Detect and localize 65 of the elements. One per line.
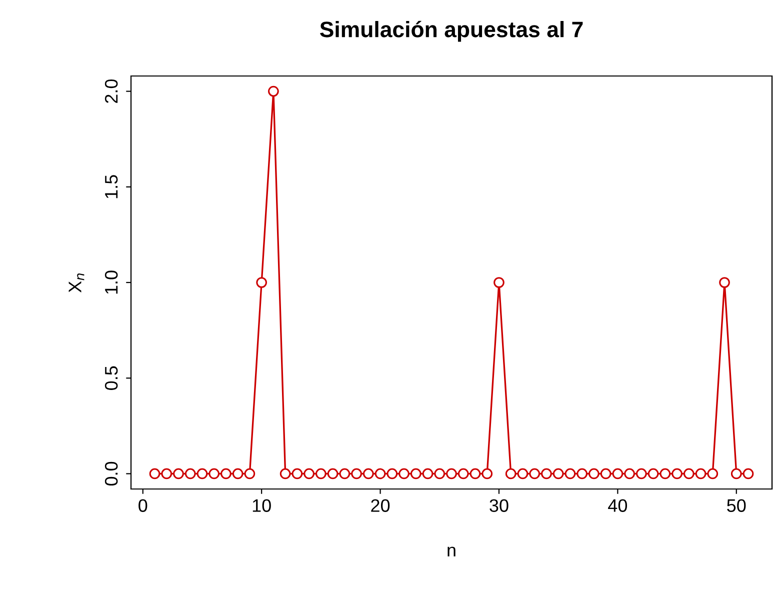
point <box>612 468 624 480</box>
point <box>161 468 172 480</box>
y-tick-label: 0.0 <box>104 462 118 486</box>
x-axis-title: n <box>448 546 456 556</box>
point <box>410 468 422 480</box>
point <box>173 468 184 480</box>
x-tick-label: 30 <box>490 499 508 512</box>
point <box>707 468 718 480</box>
point <box>386 468 398 480</box>
x-tick-label: 20 <box>371 499 390 512</box>
point <box>374 468 386 480</box>
point <box>316 468 326 480</box>
point <box>339 468 350 480</box>
point <box>505 468 516 480</box>
point <box>220 468 232 480</box>
point <box>695 468 706 480</box>
point <box>362 468 374 480</box>
point <box>683 468 694 480</box>
point <box>292 468 303 480</box>
point <box>576 468 588 480</box>
point <box>268 86 279 97</box>
y-tick-label: 1.5 <box>105 175 118 198</box>
point <box>434 468 446 480</box>
point <box>304 468 314 480</box>
point <box>541 468 552 480</box>
point <box>149 468 160 480</box>
point <box>256 277 267 288</box>
point <box>327 468 338 480</box>
point <box>280 468 291 480</box>
point <box>719 277 730 288</box>
y-tick-label: 0.5 <box>104 366 118 390</box>
x-tick-label: 0 <box>138 499 148 512</box>
point <box>600 468 612 480</box>
point <box>529 468 540 480</box>
point <box>742 468 754 480</box>
point <box>351 468 362 480</box>
point <box>196 468 208 480</box>
point <box>208 468 220 480</box>
point <box>446 468 457 480</box>
point <box>494 277 504 288</box>
point <box>552 468 564 480</box>
point <box>422 468 434 480</box>
x-tick-label: 10 <box>252 499 271 512</box>
point <box>517 468 528 480</box>
point <box>232 468 244 480</box>
chart-title: Simulación apuestas al 7 <box>320 20 583 42</box>
point <box>730 468 742 480</box>
point <box>482 468 493 480</box>
point <box>660 468 671 480</box>
y-tick-label: 1.0 <box>104 270 118 294</box>
x-tick-label: 40 <box>608 499 628 512</box>
point <box>458 468 469 480</box>
point <box>398 468 410 480</box>
y-axis-title: X$_{n}$ <box>68 274 84 292</box>
point <box>244 468 256 480</box>
y-tick-label: 2.0 <box>104 79 118 103</box>
point <box>636 468 647 480</box>
x-tick-label: 50 <box>727 499 746 512</box>
point <box>624 468 635 480</box>
point <box>564 468 576 480</box>
point <box>588 468 600 480</box>
point <box>184 468 196 480</box>
point <box>672 468 682 480</box>
point <box>648 468 659 480</box>
point <box>470 468 481 480</box>
